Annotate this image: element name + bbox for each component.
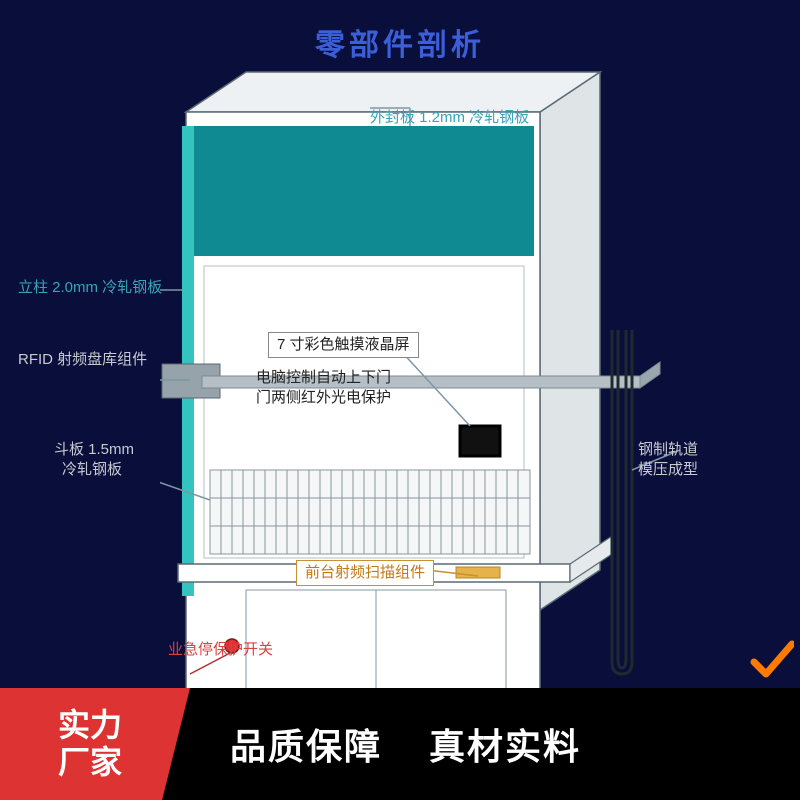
diagram-title: 零部件剖析	[0, 20, 800, 64]
banner-claims: 品质保障 真材实料	[180, 688, 800, 800]
callout-autodoor-2: 门两侧红外光电保护	[256, 388, 391, 408]
banner-tag: 实力 厂家	[0, 688, 180, 800]
promo-banner: 实力 厂家 品质保障 真材实料	[0, 688, 800, 800]
callout-front-scan: 前台射频扫描组件	[296, 560, 434, 586]
callout-touchscreen: 7 寸彩色触摸液晶屏	[268, 332, 419, 358]
callout-column: 立柱 2.0mm 冷轧钢板	[18, 278, 162, 298]
callout-rails-1: 钢制轨道	[638, 440, 698, 460]
callout-rails-2: 模压成型	[638, 460, 698, 480]
banner-tag-line1: 实力	[58, 707, 122, 744]
callout-autodoor-1: 电脑控制自动上下门	[256, 368, 391, 388]
callout-bin-1: 斗板 1.5mm	[54, 440, 134, 460]
banner-claim-left: 品质保障	[230, 718, 382, 770]
callout-estop: 业急停保护开关	[168, 640, 273, 660]
banner-claim-right: 真材实料	[429, 718, 581, 770]
banner-tag-line2: 厂家	[58, 744, 122, 781]
callout-outer-panel: 外封板 1.2mm 冷轧钢板	[370, 108, 529, 128]
cabinet-diagram	[160, 70, 640, 710]
cabinet-svg	[160, 70, 700, 730]
checkmark-icon	[750, 638, 794, 682]
callout-bin-2: 冷轧钢板	[62, 460, 122, 480]
callout-rfid: RFID 射频盘库组件	[18, 350, 147, 370]
